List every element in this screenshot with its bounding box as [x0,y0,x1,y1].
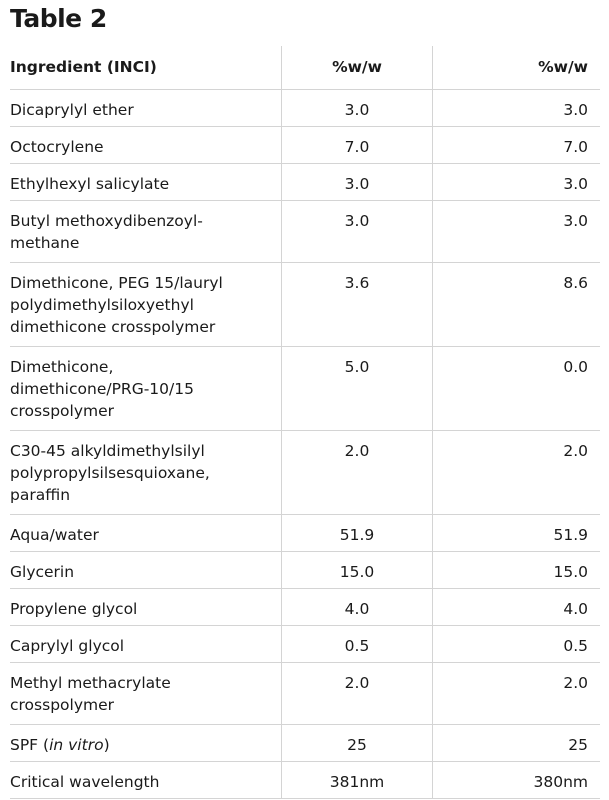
ingredient-line: polypropylsilsesquioxane, [10,464,210,482]
ingredient-cell: Caprylyl glycol [10,625,282,663]
value-cell-1: 4.0 [281,588,433,626]
table-row: Dimethicone, PEG 15/lauryl polydimethylsi… [10,262,600,347]
ingredient-line: Octocrylene [10,138,104,156]
ingredient-cell: Propylene glycol [10,588,282,626]
value-cell-1: 5.0 [281,346,433,431]
value-cell-1: 3.0 [281,200,433,263]
table-row: Methyl methacrylate crosspolymer 2.0 2.0 [10,662,600,725]
ingredient-line: methane [10,234,80,252]
ingredient-cell: Methyl methacrylate crosspolymer [10,662,282,725]
value-cell-2: 380nm [432,761,600,799]
header-wpct-2: %w/w [432,46,600,90]
value-cell-1: 25 [281,724,433,762]
table-title: Table 2 [10,4,107,33]
ingredient-suffix: ) [103,736,110,754]
ingredient-line: paraffin [10,486,71,504]
table-row: Butyl methoxydibenzoyl-methane 3.0 3.0 [10,200,600,263]
ingredient-line: polydimethylsiloxyethyl [10,296,194,314]
ingredient-line: Butyl methoxydibenzoyl- [10,212,203,230]
table-row: C30-45 alkyldimethylsilyl polypropylsilse… [10,430,600,515]
ingredient-line: crosspolymer [10,402,114,420]
ingredient-cell: SPF (in vitro) [10,724,282,762]
value-cell-1: 2.0 [281,662,433,725]
table-row: Ethylhexyl salicylate 3.0 3.0 [10,163,600,201]
value-cell-2: 3.0 [432,163,600,201]
value-cell-2: 0.0 [432,346,600,431]
ingredient-line: Dimethicone, PEG 15/lauryl [10,274,223,292]
ingredient-line: Methyl methacrylate [10,674,171,692]
ingredient-cell: Aqua/water [10,514,282,552]
table-row: Dicaprylyl ether 3.0 3.0 [10,89,600,127]
ingredient-cell: Dimethicone, dimethicone/PRG-10/15 crosspo… [10,346,282,431]
value-cell-1: 2.0 [281,430,433,515]
value-cell-2: 4.0 [432,588,600,626]
ingredient-cell: Octocrylene [10,126,282,164]
ingredient-cell: C30-45 alkyldimethylsilyl polypropylsilse… [10,430,282,515]
value-cell-2: 8.6 [432,262,600,347]
table-row: Caprylyl glycol 0.5 0.5 [10,625,600,663]
value-cell-2: 15.0 [432,551,600,589]
ingredient-line: dimethicone crosspolymer [10,318,216,336]
table-row: Propylene glycol 4.0 4.0 [10,588,600,626]
header-wpct-1: %w/w [281,46,433,90]
value-cell-1: 3.0 [281,163,433,201]
ingredient-cell: Ethylhexyl salicylate [10,163,282,201]
ingredient-line: dimethicone/PRG-10/15 [10,380,194,398]
ingredient-italic: in vitro [49,736,104,754]
value-cell-1: 381nm [281,761,433,799]
ingredient-line: Aqua/water [10,526,99,544]
value-cell-1: 3.6 [281,262,433,347]
value-cell-2: 3.0 [432,200,600,263]
table-row: Octocrylene 7.0 7.0 [10,126,600,164]
ingredient-cell: Dicaprylyl ether [10,89,282,127]
table-row: Aqua/water 51.9 51.9 [10,514,600,552]
table-row: SPF (in vitro) 25 25 [10,724,600,762]
ingredient-line: Dicaprylyl ether [10,101,134,119]
value-cell-2: 25 [432,724,600,762]
header-ingredient: Ingredient (INCI) [10,46,282,90]
value-cell-1: 0.5 [281,625,433,663]
ingredient-line: Propylene glycol [10,600,138,618]
table-row: Glycerin 15.0 15.0 [10,551,600,589]
ingredient-line: crosspolymer [10,696,114,714]
ingredient-cell: Critical wavelength [10,761,282,799]
value-cell-1: 51.9 [281,514,433,552]
ingredient-line: Caprylyl glycol [10,637,125,655]
ingredient-line: Glycerin [10,563,75,581]
ingredient-cell: Dimethicone, PEG 15/lauryl polydimethylsi… [10,262,282,347]
ingredient-line: Dimethicone, [10,358,114,376]
header-row: Ingredient (INCI) %w/w %w/w [10,46,600,90]
value-cell-2: 2.0 [432,662,600,725]
value-cell-2: 51.9 [432,514,600,552]
table-row: Dimethicone, dimethicone/PRG-10/15 crosspo… [10,346,600,431]
ingredient-cell: Glycerin [10,551,282,589]
value-cell-1: 7.0 [281,126,433,164]
ingredients-table: Ingredient (INCI) %w/w %w/w Dicaprylyl e… [10,46,600,799]
value-cell-2: 7.0 [432,126,600,164]
ingredient-line: Ethylhexyl salicylate [10,175,170,193]
ingredient-line: C30-45 alkyldimethylsilyl [10,442,205,460]
value-cell-2: 2.0 [432,430,600,515]
ingredient-line: Critical wavelength [10,773,160,791]
value-cell-1: 3.0 [281,89,433,127]
value-cell-2: 0.5 [432,625,600,663]
ingredient-line: SPF ( [10,736,50,754]
table-row: Critical wavelength 381nm 380nm [10,761,600,799]
ingredient-cell: Butyl methoxydibenzoyl-methane [10,200,282,263]
value-cell-2: 3.0 [432,89,600,127]
value-cell-1: 15.0 [281,551,433,589]
